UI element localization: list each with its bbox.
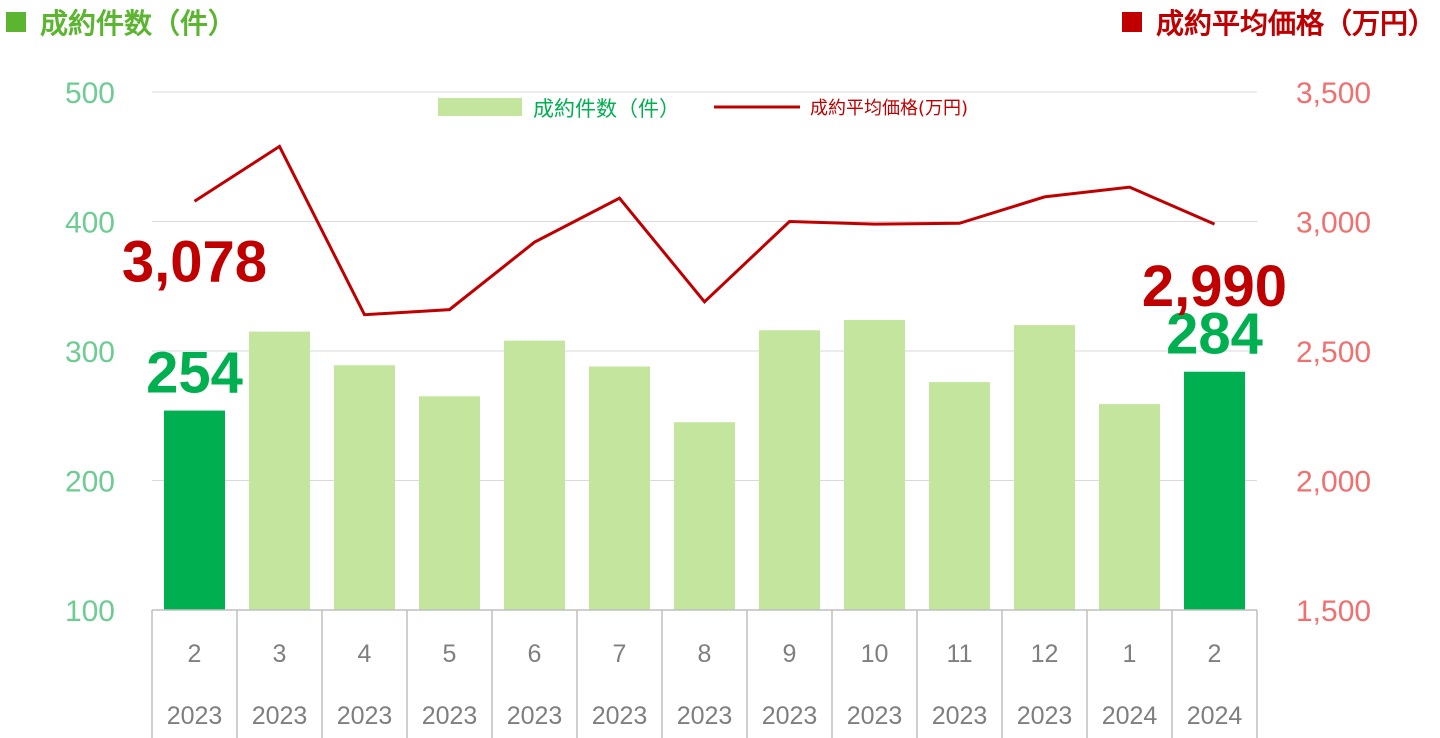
left-tick-label: 300 <box>65 336 115 369</box>
right-axis-title: 成約平均価格（万円） <box>1155 7 1436 40</box>
month-tick-label: 1 <box>1123 640 1137 668</box>
year-tick-label: 2023 <box>337 702 393 730</box>
month-tick-label: 11 <box>947 640 973 668</box>
bar <box>589 366 650 610</box>
bar-data-label: 254 <box>146 341 243 406</box>
year-tick-label: 2023 <box>677 702 733 730</box>
year-tick-label: 2023 <box>507 702 563 730</box>
right-tick-label: 3,000 <box>1296 207 1371 240</box>
year-tick-label: 2023 <box>252 702 308 730</box>
year-tick-label: 2023 <box>932 702 988 730</box>
bar-series <box>164 319 1245 610</box>
right-axis-header: 成約平均価格（万円） <box>1121 2 1436 42</box>
month-tick-label: 10 <box>861 640 889 668</box>
year-tick-label: 2023 <box>762 702 818 730</box>
right-tick-label: 2,500 <box>1296 336 1371 369</box>
green-square-icon <box>6 12 26 32</box>
year-tick-label: 2023 <box>167 702 223 730</box>
month-tick-label: 5 <box>443 640 457 668</box>
data-labels: 254 284 3,078 2,990 <box>122 229 1287 405</box>
left-tick-label: 100 <box>65 595 115 628</box>
bar <box>674 422 735 610</box>
right-tick-label: 1,500 <box>1296 595 1371 628</box>
bar <box>334 365 395 610</box>
bar <box>1099 404 1160 610</box>
line-data-label: 3,078 <box>122 229 267 294</box>
legend: 成約件数（件） 成約平均価格(万円) <box>438 97 968 121</box>
price-line <box>193 144 1216 317</box>
bar <box>929 382 990 610</box>
month-tick-label: 7 <box>613 640 627 668</box>
left-axis-header: 成約件数（件） <box>6 2 236 42</box>
bar <box>419 396 480 610</box>
bar <box>249 331 310 610</box>
left-tick-label: 400 <box>65 207 115 240</box>
legend-line-label: 成約平均価格(万円) <box>810 98 968 119</box>
year-tick-label: 2023 <box>847 702 903 730</box>
month-tick-label: 4 <box>358 640 372 668</box>
bar <box>164 410 225 610</box>
bar <box>1184 371 1245 610</box>
legend-bar-swatch <box>438 98 522 116</box>
year-tick-label: 2023 <box>422 702 478 730</box>
month-tick-label: 3 <box>273 640 287 668</box>
left-tick-label: 500 <box>65 77 115 110</box>
bar <box>504 340 565 610</box>
right-tick-label: 2,000 <box>1296 466 1371 499</box>
left-axis-title: 成約件数（件） <box>40 7 237 40</box>
month-tick-label: 2 <box>188 640 202 668</box>
red-square-icon <box>1121 12 1142 32</box>
month-tick-label: 8 <box>698 640 712 668</box>
month-tick-label: 12 <box>1031 640 1059 668</box>
line-data-label: 2,990 <box>1142 254 1287 319</box>
legend-bar-label: 成約件数（件） <box>533 97 680 121</box>
line-series <box>193 144 1216 317</box>
month-tick-label: 2 <box>1208 640 1222 668</box>
right-tick-label: 3,500 <box>1296 77 1371 110</box>
axes: 100 200 300 400 500 1,500 2,000 2,500 3,000 3,500… <box>65 77 1371 738</box>
bar-data-label: 284 <box>1166 302 1263 367</box>
year-tick-label: 2024 <box>1187 702 1243 730</box>
bar <box>1014 325 1075 610</box>
left-tick-label: 200 <box>65 466 115 499</box>
bar <box>759 330 820 610</box>
year-tick-label: 2023 <box>592 702 648 730</box>
month-tick-label: 9 <box>783 640 797 668</box>
year-tick-label: 2023 <box>1017 702 1073 730</box>
month-tick-label: 6 <box>528 640 542 668</box>
bar <box>844 319 905 610</box>
year-tick-label: 2024 <box>1102 702 1158 730</box>
